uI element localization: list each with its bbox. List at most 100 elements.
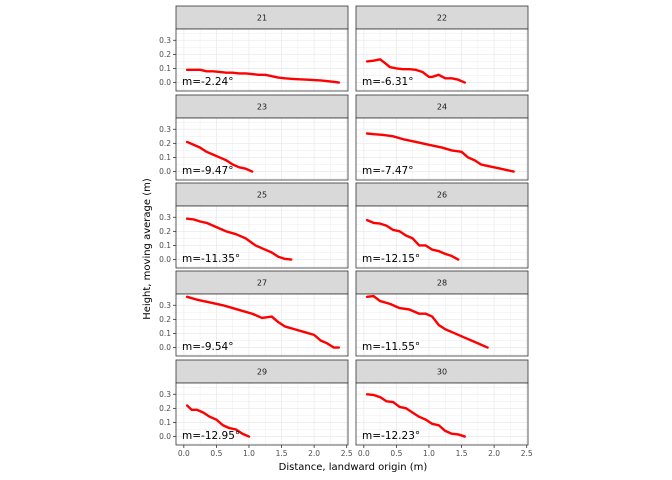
panel-strip-label: 26 <box>437 191 447 200</box>
y-tick-label: 0.2 <box>159 139 171 148</box>
y-axis-title: Height, moving average (m) <box>142 178 153 320</box>
slope-annotation: m=-2.24° <box>182 76 233 88</box>
panel-border <box>355 117 529 181</box>
panel-border <box>175 117 349 181</box>
slope-annotation: m=-6.31° <box>362 76 413 88</box>
x-tick-label: 0.5 <box>210 449 222 458</box>
series-line <box>185 68 341 84</box>
panel-strip-label: 22 <box>437 14 447 23</box>
x-tick-label: 2.5 <box>521 449 533 458</box>
y-tick-label: 0.1 <box>159 153 171 162</box>
slope-annotation: m=-11.55° <box>362 341 420 353</box>
panel-strip-label: 29 <box>257 368 267 377</box>
panel-22: 22 m=-6.31° <box>355 5 529 92</box>
x-tick-label: 2.5 <box>341 449 353 458</box>
panel-grid <box>176 29 348 91</box>
series-line <box>365 294 489 349</box>
x-axis-ticks: 0.0 0.5 1.0 1.5 2.0 2.5 0.0 0.5 1.0 1.5 2.0 2.5 <box>178 445 533 458</box>
y-tick-label: 0.1 <box>159 241 171 250</box>
x-tick-label: 2.0 <box>488 449 500 458</box>
panel-border <box>175 293 349 357</box>
panel-26: 26 m=-12.15° <box>355 182 529 269</box>
series-line <box>185 295 341 349</box>
series-line <box>185 404 251 438</box>
y-tick-label: 0.0 <box>159 167 171 176</box>
series-line <box>365 393 466 438</box>
panel-23: 23 m=-9.47° 0.0 0.1 0.2 0.3 <box>159 94 349 181</box>
y-tick-label: 0.3 <box>159 301 171 310</box>
panel-24: 24 m=-7.47° <box>355 94 529 181</box>
panel-border <box>355 293 529 357</box>
panel-plot-area <box>176 118 348 180</box>
panel-grid <box>356 206 528 268</box>
y-tick-label: 0.2 <box>159 315 171 324</box>
y-tick-label: 0.0 <box>159 78 171 87</box>
panel-21: 21 m=-2.24° 0.0 0.1 0.2 0.3 <box>159 5 349 92</box>
panel-border <box>175 205 349 269</box>
panel-strip-label: 30 <box>437 368 447 377</box>
panel-strip-label: 24 <box>437 103 447 112</box>
y-tick-label: 0.3 <box>159 36 171 45</box>
slope-annotation: m=-11.35° <box>182 253 240 265</box>
slope-annotation: m=-12.15° <box>362 253 420 265</box>
y-tick-label: 0.1 <box>159 329 171 338</box>
panel-plot-area <box>356 29 528 91</box>
slope-annotation: m=-12.23° <box>362 430 420 442</box>
y-tick-label: 0.2 <box>159 227 171 236</box>
series-line <box>365 58 466 84</box>
y-tick-label: 0.0 <box>159 255 171 264</box>
y-tick-label: 0.2 <box>159 50 171 59</box>
panel-plot-area <box>176 294 348 356</box>
panel-plot-area <box>356 294 528 356</box>
panels-layer: 21 m=-2.24° 0.0 0.1 0.2 0.3 22 m=-6.31° 23 m=-9.4… <box>159 5 529 446</box>
panel-border <box>355 382 529 446</box>
panel-grid <box>356 294 528 356</box>
y-tick-label: 0.3 <box>159 213 171 222</box>
panel-grid <box>176 294 348 356</box>
x-tick-label: 1.0 <box>243 449 255 458</box>
x-tick-label: 2.0 <box>308 449 320 458</box>
panel-grid <box>356 29 528 91</box>
slope-annotation: m=-9.47° <box>182 165 233 177</box>
series-line <box>365 218 460 261</box>
series-line <box>365 132 515 173</box>
panel-strip-label: 27 <box>257 279 267 288</box>
panel-strip-label: 28 <box>437 279 447 288</box>
x-tick-label: 0.0 <box>358 449 370 458</box>
panel-strip-label: 23 <box>257 103 267 112</box>
panel-strip-label: 21 <box>257 14 267 23</box>
y-tick-label: 0.0 <box>159 432 171 441</box>
panel-plot-area <box>176 206 348 268</box>
panel-28: 28 m=-11.55° <box>355 270 529 357</box>
panel-border <box>175 382 349 446</box>
y-tick-label: 0.1 <box>159 418 171 427</box>
panel-grid <box>176 206 348 268</box>
panel-30: 30 m=-12.23° <box>355 359 529 446</box>
panel-29: 29 m=-12.95° 0.0 0.1 0.2 0.3 <box>159 359 349 446</box>
panel-27: 27 m=-9.54° 0.0 0.1 0.2 0.3 <box>159 270 349 357</box>
slope-annotation: m=-7.47° <box>362 165 413 177</box>
panel-plot-area <box>356 383 528 445</box>
panel-strip-label: 25 <box>257 191 267 200</box>
y-tick-label: 0.2 <box>159 404 171 413</box>
x-tick-label: 1.0 <box>423 449 435 458</box>
y-tick-label: 0.0 <box>159 343 171 352</box>
y-tick-label: 0.3 <box>159 390 171 399</box>
y-tick-label: 0.3 <box>159 125 171 134</box>
x-tick-label: 0.5 <box>390 449 402 458</box>
panel-border <box>355 205 529 269</box>
x-tick-label: 0.0 <box>178 449 190 458</box>
panel-grid <box>356 118 528 180</box>
x-tick-label: 1.5 <box>276 449 288 458</box>
panel-25: 25 m=-11.35° 0.0 0.1 0.2 0.3 <box>159 182 349 269</box>
series-line <box>185 217 293 261</box>
panel-border <box>355 28 529 92</box>
y-tick-label: 0.1 <box>159 64 171 73</box>
series-line <box>185 140 254 173</box>
panel-grid <box>356 383 528 445</box>
x-axis-title: Distance, landward origin (m) <box>279 462 428 473</box>
panel-grid <box>176 118 348 180</box>
panel-plot-area <box>356 206 528 268</box>
slope-annotation: m=-12.95° <box>182 430 240 442</box>
